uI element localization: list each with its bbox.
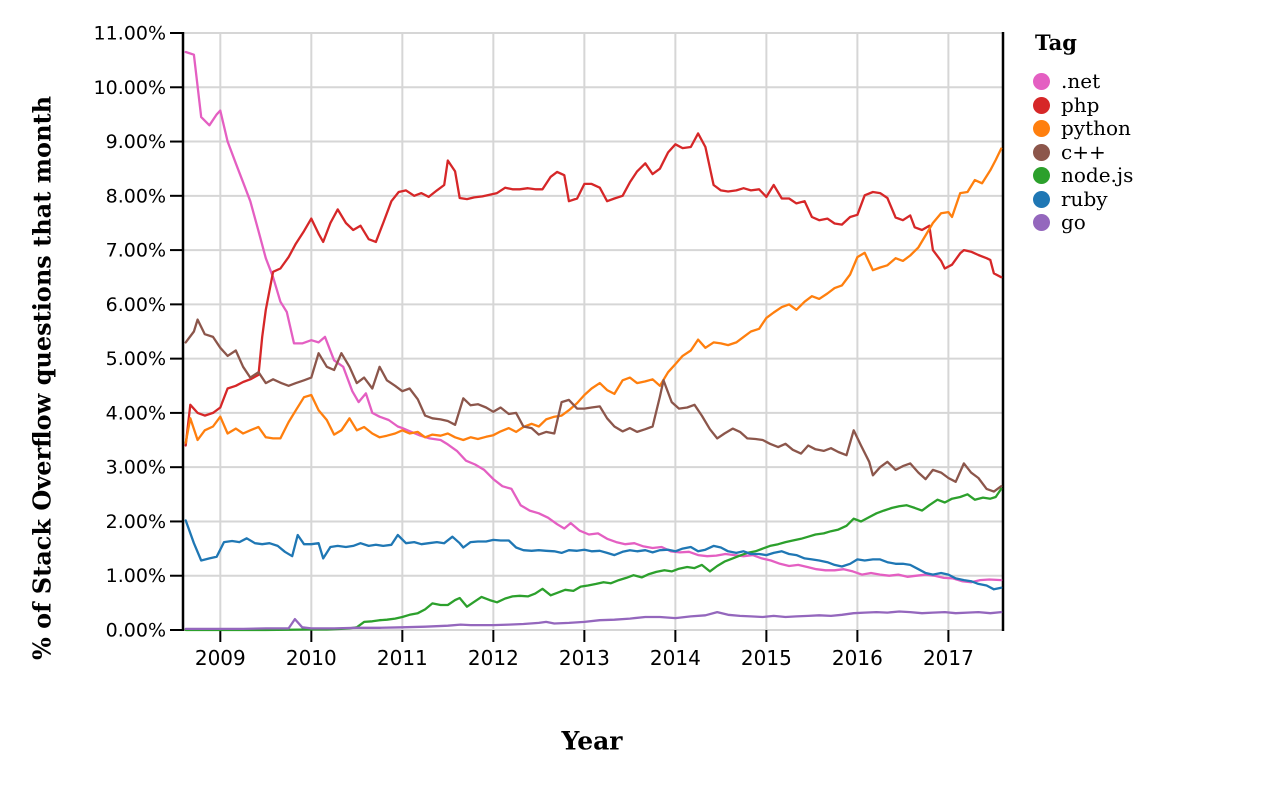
x-tick-label: 2009 [195, 646, 246, 670]
y-tick-label: 2.00% [106, 511, 166, 533]
legend-title: Tag [1035, 30, 1077, 55]
legend-label-php: php [1061, 92, 1100, 117]
y-tick-label: 1.00% [106, 565, 166, 587]
legend-label-go: go [1061, 210, 1086, 234]
legend-swatch-go [1033, 214, 1050, 232]
series-line-ruby [184, 519, 1003, 591]
legend: Tag .net php python c++ node.js ruby go [1033, 30, 1133, 235]
series-line-c [184, 318, 1003, 493]
x-tick-label: 2012 [468, 646, 519, 670]
legend-swatch-c [1033, 143, 1050, 161]
y-tick-label: 10.00% [94, 77, 166, 99]
legend-item-c: c++ [1033, 139, 1133, 165]
x-tick-label: 2014 [650, 646, 701, 670]
legend-item-python: python [1033, 116, 1133, 141]
y-tick-label: 5.00% [106, 348, 166, 370]
y-tick-label: 3.00% [106, 457, 166, 479]
y-tick-label: 6.00% [106, 294, 166, 316]
series-line-php [184, 132, 1003, 447]
x-axis-ticks: 2009 2010 2011 2012 2013 2014 2015 2016 2017 [195, 630, 974, 670]
y-tick-label: 4.00% [106, 402, 166, 424]
legend-label-ruby: ruby [1061, 186, 1108, 211]
legend-swatch-python [1033, 120, 1050, 138]
y-axis-ticks: 0.00% 1.00% 2.00% 3.00% 4.00% 5.00% 6.00% 7.00%… [94, 23, 183, 642]
series-line-node-js [184, 487, 1003, 632]
legend-item-net: .net [1033, 69, 1133, 94]
y-tick-label: 9.00% [106, 131, 166, 153]
legend-swatch-ruby [1033, 190, 1050, 208]
legend-label-python: python [1061, 116, 1131, 140]
x-axis-title: Year [561, 726, 623, 756]
legend-item-php: php [1033, 92, 1133, 118]
legend-label-node-js: node.js [1061, 163, 1134, 187]
x-tick-label: 2016 [832, 646, 883, 670]
y-axis-title: % of Stack Overflow questions that month [27, 95, 57, 661]
x-tick-label: 2017 [923, 646, 974, 670]
x-tick-label: 2013 [559, 646, 610, 670]
legend-item-node-js: node.js [1033, 163, 1134, 188]
legend-items: .net php python c++ node.js ruby go [1033, 69, 1134, 235]
legend-swatch-node-js [1033, 167, 1050, 185]
legend-label-net: .net [1061, 69, 1101, 93]
legend-label-c: c++ [1061, 139, 1106, 164]
legend-item-go: go [1033, 210, 1133, 235]
series-line-net [184, 50, 1003, 584]
legend-item-ruby: ruby [1033, 186, 1133, 212]
legend-swatch-php [1033, 96, 1050, 114]
x-tick-label: 2010 [286, 646, 337, 670]
series-line-python [184, 147, 1003, 444]
legend-swatch-net [1033, 73, 1050, 91]
x-tick-label: 2015 [741, 646, 792, 670]
y-tick-label: 7.00% [106, 240, 166, 262]
y-tick-label: 11.00% [94, 23, 166, 45]
series-line-go [184, 610, 1003, 631]
y-tick-label: 8.00% [106, 185, 166, 207]
gridlines [183, 32, 1003, 631]
y-tick-label: 0.00% [106, 620, 166, 642]
x-tick-label: 2011 [377, 646, 428, 670]
